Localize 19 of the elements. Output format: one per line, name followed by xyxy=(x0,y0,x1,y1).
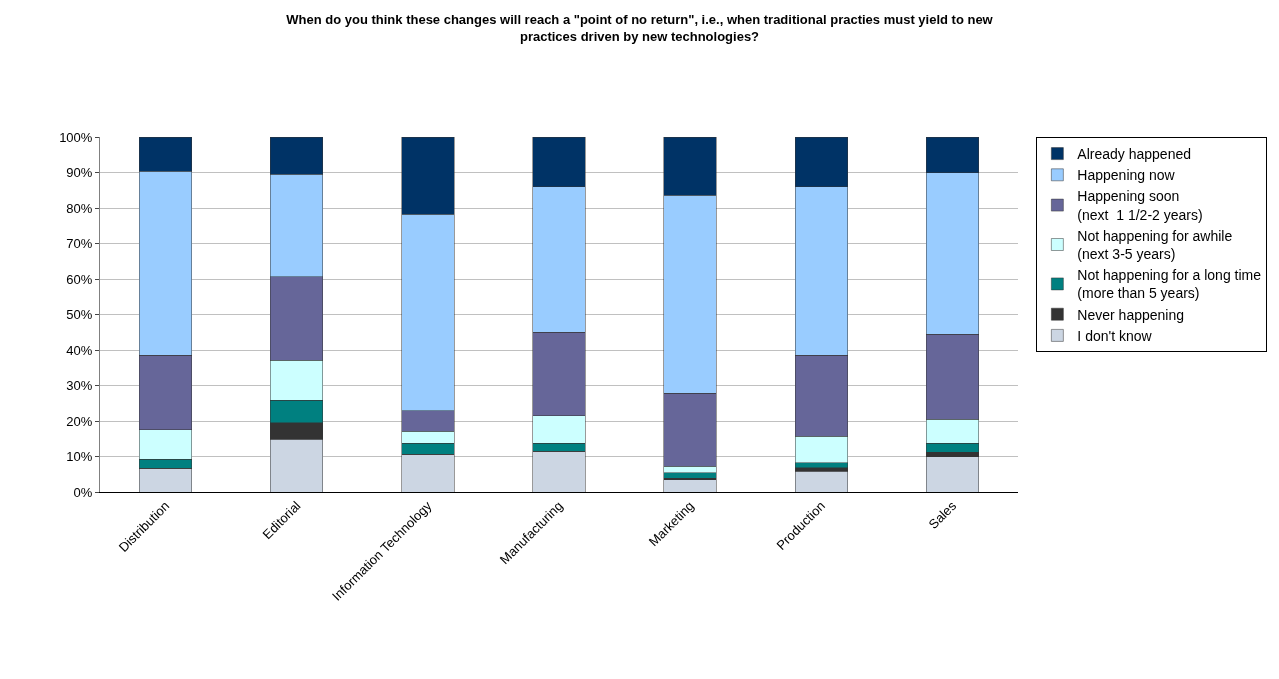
legend-label: Never happening xyxy=(1077,306,1184,323)
legend-label: Not happening for a long time (more than 5 years) xyxy=(1077,267,1262,302)
y-tick-label: 100% xyxy=(59,129,93,145)
legend-label: Happening soon (next 1 1/2-2 years) xyxy=(1077,188,1203,223)
y-tick-label: 90% xyxy=(66,165,93,181)
legend-label: Already happened xyxy=(1077,146,1192,163)
y-tick-label: 80% xyxy=(66,200,93,216)
y-tick-label: 10% xyxy=(66,449,93,465)
y-tick-label: 70% xyxy=(66,236,93,252)
y-tick-label: 30% xyxy=(66,378,93,394)
y-tick-label: 60% xyxy=(66,271,93,287)
legend-label: Not happening for awhile (next 3-5 years) xyxy=(1077,227,1233,263)
legend-label: I don't know xyxy=(1077,327,1153,344)
y-tick-label: 50% xyxy=(66,307,93,323)
legend-label: Happening now xyxy=(1077,167,1176,184)
chart-title: When do you think these changes will reach a "point of no return", i.e., when traditional practies must yield to new practices driven by new technologies? xyxy=(286,11,994,44)
y-tick-label: 20% xyxy=(66,413,93,429)
y-tick-label: 40% xyxy=(66,342,93,358)
y-tick-label: 0% xyxy=(73,484,93,500)
